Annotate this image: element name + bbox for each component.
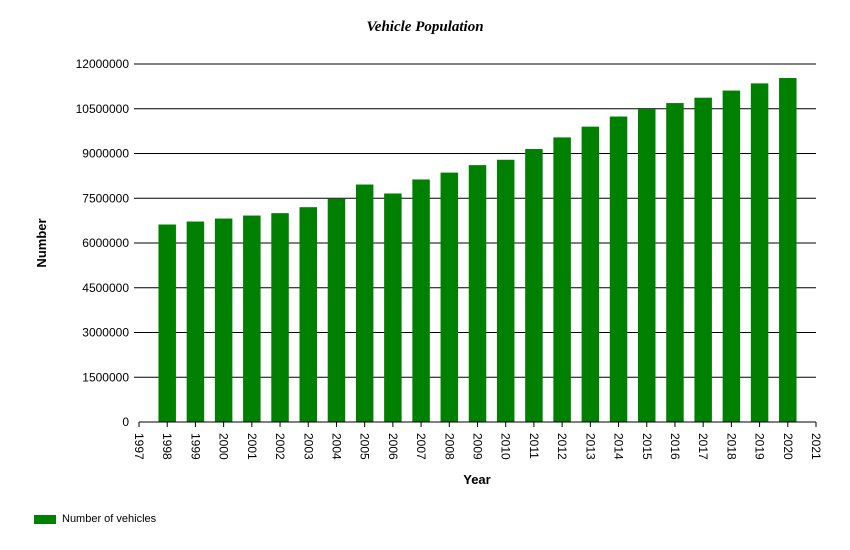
- chart-title: Vehicle Population: [366, 19, 483, 35]
- legend-swatch: [34, 514, 56, 524]
- x-tick-label: 2011: [527, 433, 541, 459]
- x-tick-label: 2015: [640, 433, 654, 460]
- x-tick-label: 2005: [358, 433, 372, 460]
- bar-2003: [299, 207, 317, 422]
- bar-2006: [384, 193, 402, 422]
- y-tick-label: 1500000: [82, 370, 129, 384]
- x-tick-label: 2006: [386, 433, 400, 460]
- y-tick-label: 6000000: [82, 236, 129, 250]
- bar-2000: [214, 218, 233, 422]
- x-tick-label: 2000: [217, 433, 231, 460]
- x-axis-title: Year: [463, 472, 490, 487]
- legend: Number of vehicles: [34, 513, 156, 525]
- x-tick-label: 2013: [583, 433, 597, 460]
- bar-2016: [666, 103, 684, 422]
- y-tick-label: 10500000: [76, 102, 130, 116]
- x-tick-label: 2004: [329, 433, 343, 460]
- x-tick-label: 2012: [555, 433, 569, 460]
- bars: [158, 78, 797, 423]
- legend-label: Number of vehicles: [62, 513, 157, 525]
- y-tick-label: 7500000: [82, 191, 129, 205]
- y-tick-label: 3000000: [82, 326, 129, 340]
- y-tick-labels: 0 1500000 3000000 4500000 6000000 7500000 9000…: [76, 57, 130, 429]
- bar-2014: [609, 116, 628, 423]
- x-tick-label: 2020: [781, 433, 795, 460]
- x-tick-label: 2010: [499, 433, 513, 460]
- bar-2020: [779, 78, 797, 422]
- x-tick-label: 2021: [809, 433, 823, 460]
- y-tick-label: 9000000: [82, 147, 129, 161]
- x-tick-label: 2001: [245, 433, 259, 460]
- bar-2013: [581, 126, 600, 423]
- y-axis-title: Number: [34, 218, 49, 267]
- x-tick-label: 1997: [132, 433, 146, 460]
- y-tick-label: 4500000: [82, 281, 129, 295]
- x-tick-label: 2008: [442, 433, 456, 460]
- bar-2018: [722, 90, 741, 422]
- bar-1999: [186, 221, 205, 422]
- x-tick-label: 2009: [471, 433, 485, 460]
- x-tick-label: 2007: [414, 433, 428, 460]
- x-tick-label: 2016: [668, 433, 682, 460]
- bar-2010: [496, 159, 515, 422]
- bar-2015: [638, 109, 656, 422]
- x-tick-label: 1998: [160, 433, 174, 460]
- bar-2004: [327, 198, 346, 422]
- x-tick-label: 2019: [753, 433, 767, 460]
- bar-2007: [412, 179, 430, 422]
- bar-2012: [553, 137, 571, 422]
- bar-2005: [355, 184, 374, 422]
- x-tick-label: 2018: [724, 433, 738, 460]
- bar-2008: [440, 172, 459, 422]
- axes: [138, 421, 817, 427]
- bar-2009: [468, 165, 487, 422]
- x-tick-label: 2002: [273, 433, 287, 460]
- x-tick-label: 2014: [612, 433, 626, 460]
- bar-2017: [694, 97, 712, 422]
- y-tick-label: 0: [122, 415, 129, 429]
- bar-2011: [525, 149, 543, 422]
- y-tick-label: 12000000: [76, 57, 130, 71]
- bar-2001: [243, 215, 261, 422]
- x-tick-label: 1999: [188, 433, 202, 460]
- bar-2002: [271, 213, 289, 422]
- x-tick-label: 2017: [696, 433, 710, 460]
- bar-2019: [750, 83, 769, 423]
- x-tick-labels: 1997 1998 1999 2000 2001 2002 2003 2004 2005 2006…: [132, 433, 823, 460]
- x-tick-label: 2003: [301, 433, 315, 460]
- bar-1998: [158, 224, 176, 422]
